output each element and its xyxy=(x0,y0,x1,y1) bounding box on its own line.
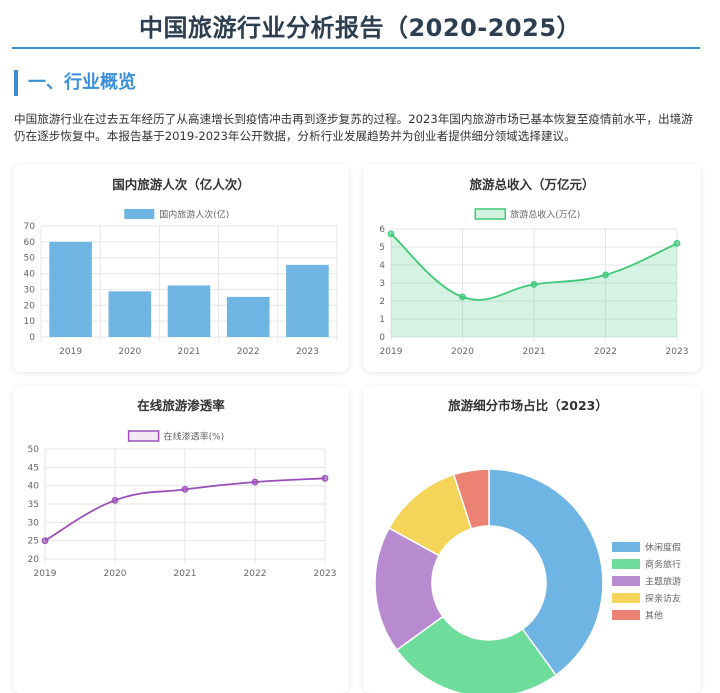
legend-swatch xyxy=(127,430,160,442)
y-tick-label: 30 xyxy=(28,518,40,528)
legend-label: 主题旅游 xyxy=(645,576,681,588)
y-tick-label: 5 xyxy=(379,243,385,253)
page-title: 中国旅游行业分析报告（2020-2025） xyxy=(138,14,582,42)
legend-swatch xyxy=(474,208,507,220)
y-tick-label: 6 xyxy=(379,225,385,235)
x-tick-label: 2019 xyxy=(59,347,82,357)
y-tick-label: 25 xyxy=(28,537,39,547)
chart-total-revenue: 旅游总收入（万亿元） 旅游总收入(万亿) 0 1 2 3 4 5 6 2019 2020 2021 20… xyxy=(379,177,689,357)
x-tick-label: 2023 xyxy=(314,569,337,579)
legend-swatch xyxy=(612,542,640,552)
x-tick-label: 2020 xyxy=(104,569,127,579)
y-tick-label: 0 xyxy=(379,333,385,343)
legend-label: 旅游总收入(万亿) xyxy=(510,209,580,221)
y-tick-label: 45 xyxy=(28,463,39,473)
legend-label: 在线渗透率(%) xyxy=(164,431,225,443)
y-tick-label: 3 xyxy=(379,279,385,289)
intro-paragraph: 中国旅游行业在过去五年经历了从高速增长到疫情冲击再到逐步复苏的过程。2023年国… xyxy=(14,112,693,143)
bar-2021 xyxy=(167,285,211,337)
point-2022 xyxy=(251,478,259,486)
legend-swatch xyxy=(612,610,640,620)
title-divider xyxy=(12,47,700,49)
chart-title: 旅游细分市场占比（2023） xyxy=(447,398,608,413)
slice-商务旅行 xyxy=(395,615,558,693)
point-2021 xyxy=(181,485,189,493)
chart-title: 旅游总收入（万亿元） xyxy=(468,177,594,192)
chart-card-market-share: 旅游细分市场占比（2023） 休闲度假商务旅行主题旅游探亲访友其他 xyxy=(363,386,701,693)
y-tick-label: 4 xyxy=(379,261,385,271)
y-tick-label: 20 xyxy=(24,301,36,311)
x-tick-label: 2023 xyxy=(666,347,689,357)
point-2019 xyxy=(41,537,49,545)
point-2022 xyxy=(602,271,609,279)
x-tick-label: 2022 xyxy=(594,347,617,357)
legend-swatch xyxy=(612,593,640,603)
y-tick-label: 60 xyxy=(24,238,36,248)
point-2019 xyxy=(387,230,395,238)
y-tick-label: 40 xyxy=(24,270,36,280)
y-tick-label: 10 xyxy=(24,317,36,327)
x-tick-label: 2021 xyxy=(174,569,197,579)
chart-domestic-trips: 国内旅游人次（亿人次） 国内旅游人次(亿) 0 10 20 30 40 50 60 70 2019 2… xyxy=(24,177,338,357)
x-tick-label: 2021 xyxy=(178,347,201,357)
legend-label: 国内旅游人次(亿) xyxy=(159,209,229,221)
legend-label: 休闲度假 xyxy=(645,542,681,554)
legend-label: 其他 xyxy=(645,610,663,622)
y-tick-label: 70 xyxy=(24,222,36,232)
x-tick-label: 2022 xyxy=(244,569,267,579)
point-2020 xyxy=(459,293,466,301)
y-tick-label: 20 xyxy=(28,555,40,565)
legend-label: 探亲访友 xyxy=(645,593,681,605)
y-tick-label: 2 xyxy=(379,297,385,307)
bar-2020 xyxy=(108,291,152,337)
legend-label: 商务旅行 xyxy=(645,559,681,571)
legend-swatch xyxy=(612,559,640,569)
bar-2022 xyxy=(226,296,270,337)
y-tick-label: 35 xyxy=(28,500,39,510)
section-heading: 一、行业概览 xyxy=(14,70,136,96)
y-tick-label: 50 xyxy=(28,445,40,455)
point-2020 xyxy=(111,496,119,504)
x-tick-label: 2019 xyxy=(380,347,403,357)
chart-title: 在线旅游渗透率 xyxy=(137,398,225,413)
point-2023 xyxy=(673,239,681,247)
bar-2023 xyxy=(286,264,329,337)
chart-title: 国内旅游人次（亿人次） xyxy=(112,177,250,192)
legend-swatch xyxy=(124,209,155,219)
chart-card-total-revenue: 旅游总收入（万亿元） 旅游总收入(万亿) 0 1 2 3 4 5 6 2019 2020 2021 20… xyxy=(363,164,701,372)
x-tick-label: 2020 xyxy=(118,347,141,357)
point-2021 xyxy=(530,281,538,288)
chart-card-online-penetration: 在线旅游渗透率在线渗透率(%) 20 25 30 35 40 45 50 2019 2020 202… xyxy=(13,386,349,693)
legend-swatch xyxy=(612,576,640,586)
x-tick-label: 2020 xyxy=(451,347,474,357)
y-tick-label: 40 xyxy=(28,482,40,492)
chart-card-domestic-trips: 国内旅游人次（亿人次） 国内旅游人次(亿) 0 10 20 30 40 50 60 70 2019 2… xyxy=(13,164,349,372)
y-tick-label: 50 xyxy=(24,254,36,264)
x-tick-label: 2022 xyxy=(237,347,260,357)
y-tick-label: 30 xyxy=(24,285,36,295)
x-tick-label: 2023 xyxy=(296,347,319,357)
x-tick-label: 2019 xyxy=(34,569,57,579)
slice-其他 xyxy=(452,468,490,530)
x-tick-label: 2021 xyxy=(523,347,546,357)
slice-休闲度假 xyxy=(488,468,604,677)
y-tick-label: 1 xyxy=(379,315,385,325)
point-2023 xyxy=(321,474,329,482)
y-tick-label: 0 xyxy=(29,333,35,343)
bar-2019 xyxy=(49,241,92,337)
